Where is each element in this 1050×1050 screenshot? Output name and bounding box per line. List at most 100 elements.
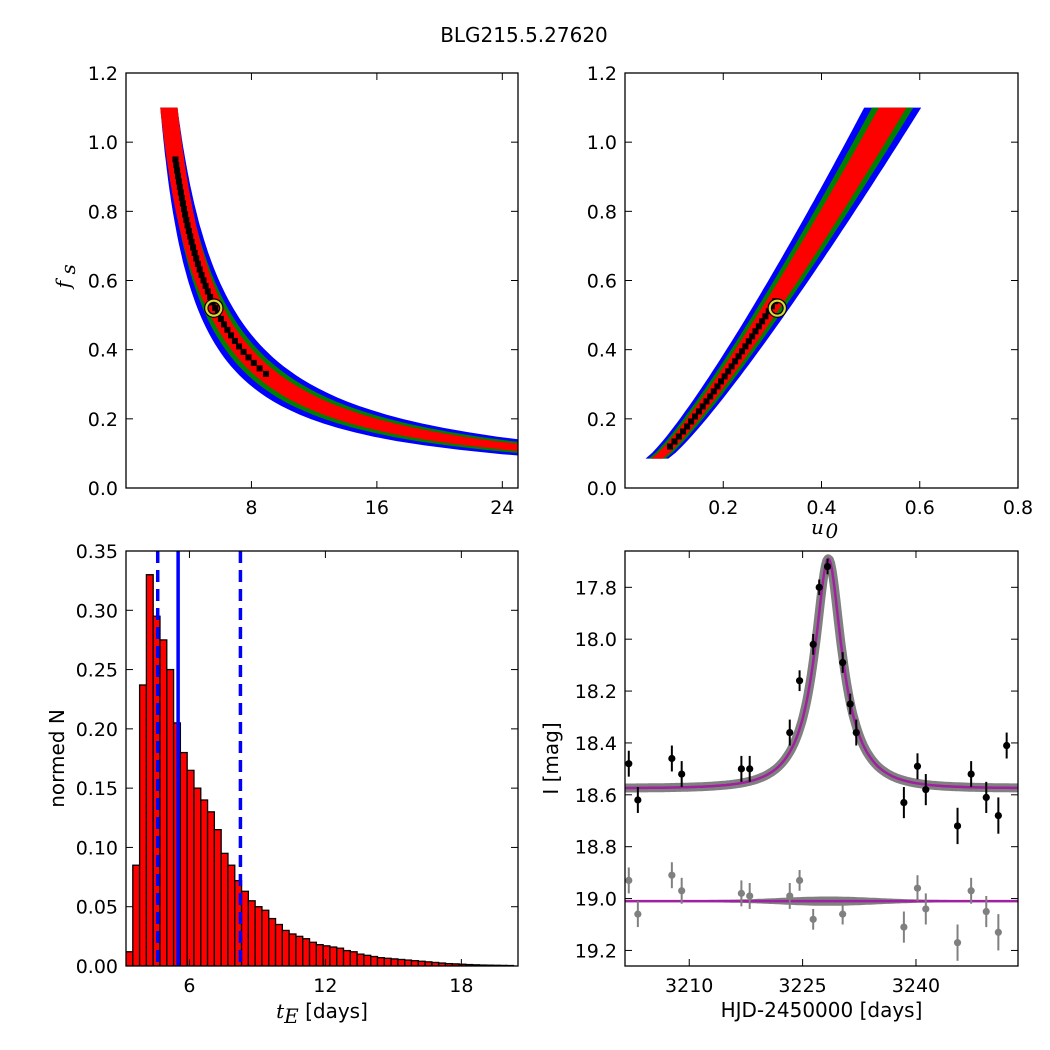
- figure-title: BLG215.5.27620: [440, 23, 608, 47]
- best-sample: [742, 343, 749, 350]
- contour-area: [645, 107, 922, 459]
- histogram-bar: [329, 946, 338, 966]
- x-axis-label-unit: [days]: [299, 999, 368, 1023]
- best-sample: [707, 393, 714, 400]
- histogram-bar: [281, 929, 290, 966]
- photometry-point: [678, 770, 686, 778]
- y-tick-label: 18.4: [575, 733, 617, 755]
- photometry-point: [815, 583, 823, 591]
- histogram-bar: [268, 917, 277, 966]
- histogram-bar: [363, 954, 372, 966]
- best-sample: [217, 315, 224, 322]
- histogram-bar: [206, 811, 216, 966]
- best-sample: [718, 378, 725, 385]
- region-3-sigma: [160, 107, 518, 456]
- histogram-bar: [342, 949, 351, 966]
- y-tick-label: 0.35: [76, 541, 118, 563]
- best-sample: [179, 200, 186, 207]
- histogram-bar: [261, 909, 270, 966]
- residuals-point: [809, 915, 817, 923]
- residuals-point: [922, 905, 930, 913]
- residuals-point: [737, 889, 745, 897]
- y-tick-label: 0.6: [587, 271, 617, 293]
- x-tick-label: 16: [365, 497, 389, 519]
- best-sample: [752, 328, 759, 335]
- best-sample: [749, 333, 756, 340]
- photometry-point: [900, 798, 908, 807]
- panel-te-histogram: 6 12 18 0.00 0.05 0.10 0.15 0.20 0.25 0.30 0.35 nor…: [45, 541, 519, 1028]
- y-axis-label: I [mag]: [539, 722, 563, 794]
- best-sample: [202, 282, 209, 289]
- histogram-bar: [397, 958, 406, 966]
- histogram-bar: [227, 864, 236, 966]
- x-axis-label-sub: E: [283, 1004, 299, 1028]
- plot-frame: [125, 550, 519, 967]
- x-axis-label: HJD-2450000 [days]: [721, 998, 923, 1022]
- histogram-bar: [349, 951, 358, 966]
- histogram-bar: [179, 751, 188, 966]
- x-tick-label: 3225: [778, 975, 826, 997]
- best-sample: [680, 428, 687, 435]
- histogram-bar: [274, 923, 283, 966]
- y-tick-label: 1.0: [587, 132, 617, 154]
- histogram-bar: [356, 953, 365, 966]
- y-tick-label: 0.8: [88, 201, 118, 223]
- y-axis-label-text: normed N: [45, 709, 69, 808]
- x-tick-label: 3240: [892, 975, 940, 997]
- x-tick-label: 24: [490, 497, 514, 519]
- best-sample: [177, 189, 184, 196]
- best-sample: [732, 358, 739, 365]
- x-tick-label: 0.4: [806, 497, 836, 519]
- x-axis-label-main: u: [811, 515, 824, 539]
- best-sample: [174, 167, 181, 174]
- y-tick-label: 0.10: [76, 837, 118, 859]
- best-sample: [671, 438, 678, 445]
- histogram-bar: [240, 890, 250, 966]
- histogram-bar: [213, 828, 222, 966]
- best-sample: [710, 388, 717, 395]
- photometry-point: [809, 640, 817, 648]
- best-sample: [184, 222, 191, 229]
- contour-area: [160, 107, 518, 456]
- y-tick-label: 0.00: [76, 956, 118, 978]
- y-tick-label: 18.8: [575, 837, 617, 859]
- histogram-bar: [200, 799, 209, 966]
- best-sample: [180, 205, 187, 212]
- y-tick-label: 0.0: [587, 478, 617, 500]
- y-tick-label: 1.2: [88, 63, 118, 85]
- best-sample: [178, 194, 185, 201]
- histogram-bar: [132, 864, 141, 966]
- histogram-bar: [410, 960, 419, 966]
- histogram-bar: [126, 951, 134, 966]
- y-axis-label-sub: s: [56, 264, 80, 274]
- residuals-point: [625, 876, 633, 885]
- y-tick-label: 1.0: [88, 132, 118, 154]
- plot-frame: [125, 72, 519, 489]
- best-sample: [762, 313, 769, 320]
- photometry-point: [634, 796, 642, 804]
- best-sample: [187, 233, 194, 240]
- histogram-bar: [417, 960, 426, 966]
- y-axis-label: normed N: [45, 709, 69, 808]
- panel-fs-te: 8 16 24 0.0 0.2 0.4 0.6 0.8 1.0 1.2 fs: [51, 63, 519, 519]
- photometry-point: [746, 765, 754, 773]
- x-axis-label: tE [days]: [276, 999, 368, 1028]
- best-sample: [188, 238, 195, 245]
- x-tick-label: 3210: [665, 975, 713, 997]
- bars: [126, 551, 515, 966]
- x-tick-label: 6: [183, 975, 195, 997]
- best-sample: [196, 266, 203, 273]
- best-sample: [176, 183, 183, 190]
- histogram-bar: [159, 639, 168, 966]
- photometry-point: [795, 677, 804, 685]
- best-sample: [198, 271, 205, 278]
- photometry-point: [737, 765, 745, 773]
- x-axis-label-sub: 0: [826, 519, 839, 543]
- photometry-point: [786, 728, 794, 737]
- best-sample: [666, 443, 673, 450]
- best-sample: [191, 249, 198, 256]
- best-sample: [725, 368, 732, 375]
- residuals-point: [746, 892, 754, 900]
- best-sample: [182, 211, 189, 218]
